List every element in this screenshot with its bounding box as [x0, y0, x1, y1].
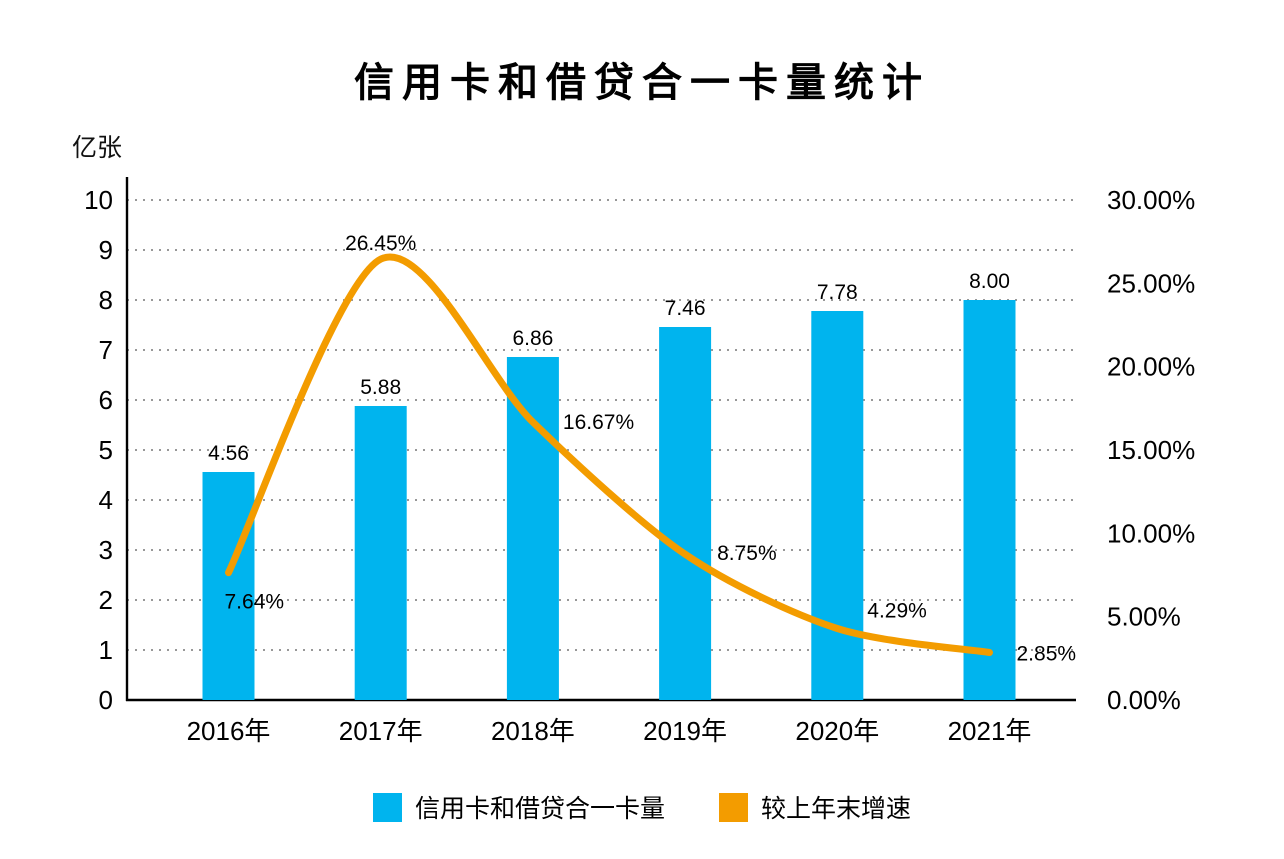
- left-axis-unit-label: 亿张: [72, 134, 123, 162]
- legend-label: 较上年末增速: [761, 795, 912, 823]
- left-axis-tick: 5: [99, 435, 113, 465]
- right-axis-tick: 15.00%: [1107, 435, 1195, 465]
- bar-value-label: 6.86: [512, 327, 553, 350]
- line-value-label: 26.45%: [345, 232, 416, 255]
- right-axis-tick: 5.00%: [1107, 602, 1181, 632]
- line-value-label: 2.85%: [1017, 643, 1077, 666]
- legend-item-cards: 信用卡和借贷合一卡量: [372, 789, 665, 825]
- bar-2019年: [659, 327, 712, 700]
- legend-swatch-line: [719, 792, 748, 822]
- x-axis-tick: 2016年: [187, 716, 271, 746]
- legend-label: 信用卡和借贷合一卡量: [414, 795, 665, 823]
- line-value-label: 8.75%: [717, 542, 777, 565]
- bar-value-label: 7.46: [665, 297, 706, 320]
- line-value-label: 16.67%: [563, 411, 634, 434]
- right-axis-tick: 0.00%: [1107, 685, 1181, 715]
- left-axis-tick: 4: [99, 485, 113, 515]
- right-axis-tick: 25.00%: [1107, 268, 1195, 298]
- left-axis-tick: 6: [99, 385, 113, 415]
- left-axis-tick: 10: [84, 185, 113, 215]
- bar-2017年: [354, 406, 407, 700]
- left-axis-tick: 8: [99, 285, 113, 315]
- x-axis-tick: 2018年: [491, 716, 575, 746]
- x-axis-tick: 2020年: [795, 716, 879, 746]
- bar-value-label: 7.78: [817, 281, 858, 304]
- right-axis-tick: 10.00%: [1107, 518, 1195, 548]
- line-value-label: 4.29%: [867, 600, 927, 623]
- line-value-label: 7.64%: [225, 591, 285, 614]
- x-axis-tick: 2019年: [643, 716, 727, 746]
- bar-value-label: 5.88: [360, 376, 401, 399]
- legend-item-growth: 较上年末增速: [719, 789, 911, 825]
- left-axis-tick: 2: [99, 585, 113, 615]
- x-axis-tick: 2017年: [339, 716, 423, 746]
- right-axis-tick: 30.00%: [1107, 185, 1195, 215]
- right-axis-tick: 20.00%: [1107, 352, 1195, 382]
- chart-title: 信用卡和借贷合一卡量统计: [354, 61, 930, 105]
- left-axis-tick: 7: [99, 335, 113, 365]
- legend-swatch-bar: [372, 792, 402, 822]
- left-axis-tick: 9: [99, 235, 113, 265]
- left-axis-tick: 3: [99, 535, 113, 565]
- x-axis-tick: 2021年: [948, 716, 1032, 746]
- bar-2020年: [811, 311, 864, 700]
- bar-2021年: [963, 300, 1016, 700]
- bar-2018年: [506, 357, 559, 700]
- legend: 信用卡和借贷合一卡量 较上年末增速: [0, 789, 1284, 825]
- growth-rate-line: [225, 253, 993, 656]
- bar-value-label: 8.00: [969, 270, 1010, 293]
- left-axis-tick: 0: [99, 685, 113, 715]
- bar-value-label: 4.56: [208, 442, 249, 465]
- left-axis-tick: 1: [99, 635, 113, 665]
- bar-2016年: [202, 472, 255, 700]
